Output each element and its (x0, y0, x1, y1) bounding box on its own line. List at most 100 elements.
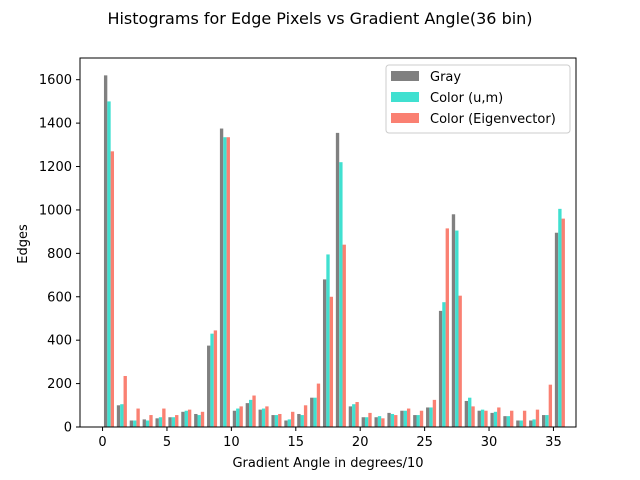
bar-color-eigenvector-25 (432, 399, 437, 427)
bar-color-eigenvector-24 (419, 410, 424, 427)
bar-color-u-m-26 (442, 302, 446, 427)
bar-color-eigenvector-35 (561, 218, 565, 427)
bar-color-eigenvector-22 (394, 415, 398, 427)
bar-color-u-m-32 (519, 420, 523, 427)
bar-color-eigenvector-8 (213, 330, 218, 427)
bar-color-u-m-0 (107, 101, 111, 427)
bar-color-eigenvector-15 (303, 405, 308, 427)
y-tick-label-1200: 1200 (39, 160, 72, 175)
bar-color-u-m-31 (506, 416, 511, 427)
bar-color-eigenvector-27 (458, 295, 462, 427)
bars-group (103, 75, 565, 427)
bar-color-eigenvector-9 (226, 137, 230, 427)
bar-gray-12 (258, 409, 262, 427)
bar-gray-9 (219, 128, 224, 427)
bar-color-eigenvector-2 (136, 408, 140, 427)
bar-color-eigenvector-6 (187, 409, 192, 427)
bar-color-u-m-17 (326, 254, 330, 427)
x-tick-label-25: 25 (416, 435, 433, 450)
bar-color-eigenvector-0 (110, 151, 115, 427)
x-tick-label-20: 20 (352, 435, 369, 450)
y-tick-label-600: 600 (47, 290, 72, 305)
bar-gray-23 (400, 410, 404, 427)
bar-gray-13 (271, 415, 275, 427)
legend-swatch-color-eigenvector (391, 113, 419, 123)
x-tick-label-15: 15 (288, 435, 305, 450)
bar-color-u-m-29 (480, 409, 485, 427)
bar-gray-25 (426, 407, 430, 427)
y-axis-title: Edges (16, 224, 31, 264)
bar-gray-6 (181, 411, 185, 427)
bar-gray-35 (554, 232, 559, 427)
bar-gray-24 (413, 415, 417, 427)
bar-color-eigenvector-17 (329, 296, 334, 427)
legend-swatch-gray (391, 71, 419, 81)
bar-gray-3 (142, 419, 146, 427)
bar-gray-31 (503, 416, 507, 427)
bar-color-eigenvector-33 (535, 409, 540, 427)
bar-gray-21 (374, 417, 378, 427)
bar-color-eigenvector-4 (162, 408, 166, 427)
bar-color-eigenvector-34 (548, 384, 553, 427)
bar-color-eigenvector-10 (239, 406, 243, 427)
bar-color-eigenvector-20 (368, 412, 372, 427)
y-tick-label-400: 400 (47, 334, 72, 349)
chart-title: Histograms for Edge Pixels vs Gradient A… (107, 9, 532, 28)
bar-gray-15 (297, 413, 301, 427)
bar-color-u-m-15 (300, 415, 304, 427)
bar-gray-28 (464, 400, 469, 427)
bar-gray-10 (232, 410, 237, 427)
x-tick-label-10: 10 (223, 435, 240, 450)
bar-color-u-m-19 (352, 404, 356, 427)
bar-gray-20 (361, 417, 365, 427)
bar-color-eigenvector-28 (471, 406, 475, 427)
bar-gray-30 (490, 412, 494, 427)
bar-color-u-m-25 (429, 407, 433, 427)
bar-color-eigenvector-14 (291, 411, 295, 427)
legend: Gray Color (u,m) Color (Eigenvector) (385, 64, 571, 134)
x-tick-label-30: 30 (481, 435, 498, 450)
bar-gray-17 (322, 279, 327, 427)
bar-color-u-m-5 (171, 417, 176, 427)
bar-gray-33 (529, 420, 533, 427)
bar-gray-16 (310, 397, 314, 427)
bar-gray-27 (451, 214, 456, 427)
x-tick-label-0: 0 (98, 435, 106, 450)
x-tick-label-35: 35 (545, 435, 562, 450)
bar-gray-0 (103, 75, 108, 427)
axes-group: 0 5 10 15 20 25 30 35 0 200 400 600 800 1000 1200 1400 1… (39, 57, 577, 450)
bar-gray-5 (168, 417, 172, 427)
bar-color-u-m-10 (236, 408, 240, 427)
bar-color-u-m-4 (158, 417, 163, 427)
bar-color-eigenvector-7 (200, 411, 205, 427)
bar-color-u-m-3 (145, 420, 150, 427)
bar-color-eigenvector-5 (175, 415, 179, 427)
bar-color-u-m-24 (416, 415, 420, 427)
bar-gray-1 (116, 405, 121, 427)
bar-color-eigenvector-26 (445, 228, 449, 427)
bar-color-u-m-28 (468, 397, 472, 427)
bar-color-u-m-8 (210, 333, 214, 427)
bar-color-u-m-30 (493, 411, 498, 427)
y-tick-label-200: 200 (47, 377, 72, 392)
bar-color-u-m-21 (377, 416, 382, 427)
bar-gray-22 (387, 412, 391, 427)
x-tick-label-5: 5 (163, 435, 171, 450)
y-tick-label-1600: 1600 (39, 73, 72, 88)
bar-color-eigenvector-31 (510, 410, 514, 427)
bar-gray-32 (516, 420, 520, 427)
bar-gray-26 (438, 310, 443, 427)
bar-color-eigenvector-1 (123, 375, 127, 427)
bar-color-u-m-33 (532, 419, 536, 427)
bar-color-u-m-11 (249, 399, 253, 427)
y-tick-label-0: 0 (64, 421, 72, 436)
bar-color-eigenvector-30 (497, 407, 501, 427)
legend-box (385, 64, 571, 134)
legend-label-color-eigenvector: Color (Eigenvector) (430, 112, 556, 127)
bar-color-u-m-9 (223, 137, 227, 427)
y-tick-label-800: 800 (47, 247, 72, 262)
bar-color-u-m-18 (339, 162, 343, 427)
legend-label-color-u-m: Color (u,m) (430, 91, 503, 106)
bar-color-u-m-14 (287, 419, 292, 427)
